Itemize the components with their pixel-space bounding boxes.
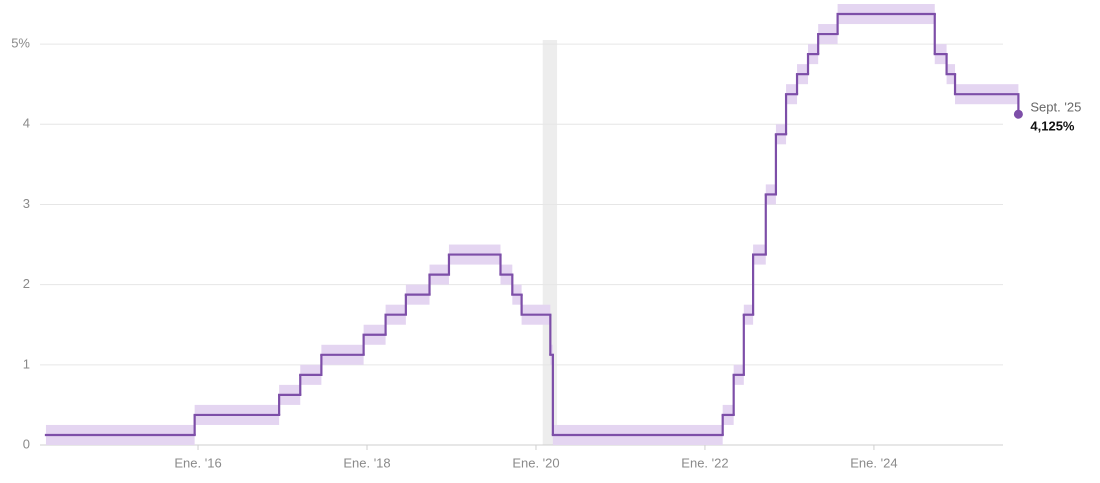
line-layer xyxy=(44,12,1023,437)
x-tick-label: Ene. '18 xyxy=(343,455,390,470)
y-tick-label: 3 xyxy=(23,196,30,211)
y-tick-label: 4 xyxy=(23,116,30,131)
y-tick-label: 5% xyxy=(11,36,30,51)
text-layer: 0 1 2 3 4 5% Ene. '16 Ene. '18 Ene. '20 Ene. '22 E… xyxy=(11,36,1081,471)
x-tick-label: Ene. '22 xyxy=(681,455,728,470)
x-tick-label: Ene. '16 xyxy=(174,455,221,470)
x-tick-label: Ene. '20 xyxy=(512,455,559,470)
y-tick-label: 2 xyxy=(23,276,30,291)
y-tick-label: 0 xyxy=(23,436,30,451)
end-date-label: Sept. '25 xyxy=(1030,100,1081,115)
y-tick-label: 1 xyxy=(23,356,30,371)
band-layer xyxy=(45,4,1019,445)
x-tick-label: Ene. '24 xyxy=(850,455,897,470)
end-value-label: 4,125% xyxy=(1030,119,1075,134)
background-layer xyxy=(40,40,1003,450)
end-point xyxy=(1013,109,1023,119)
recession-band xyxy=(542,40,558,445)
